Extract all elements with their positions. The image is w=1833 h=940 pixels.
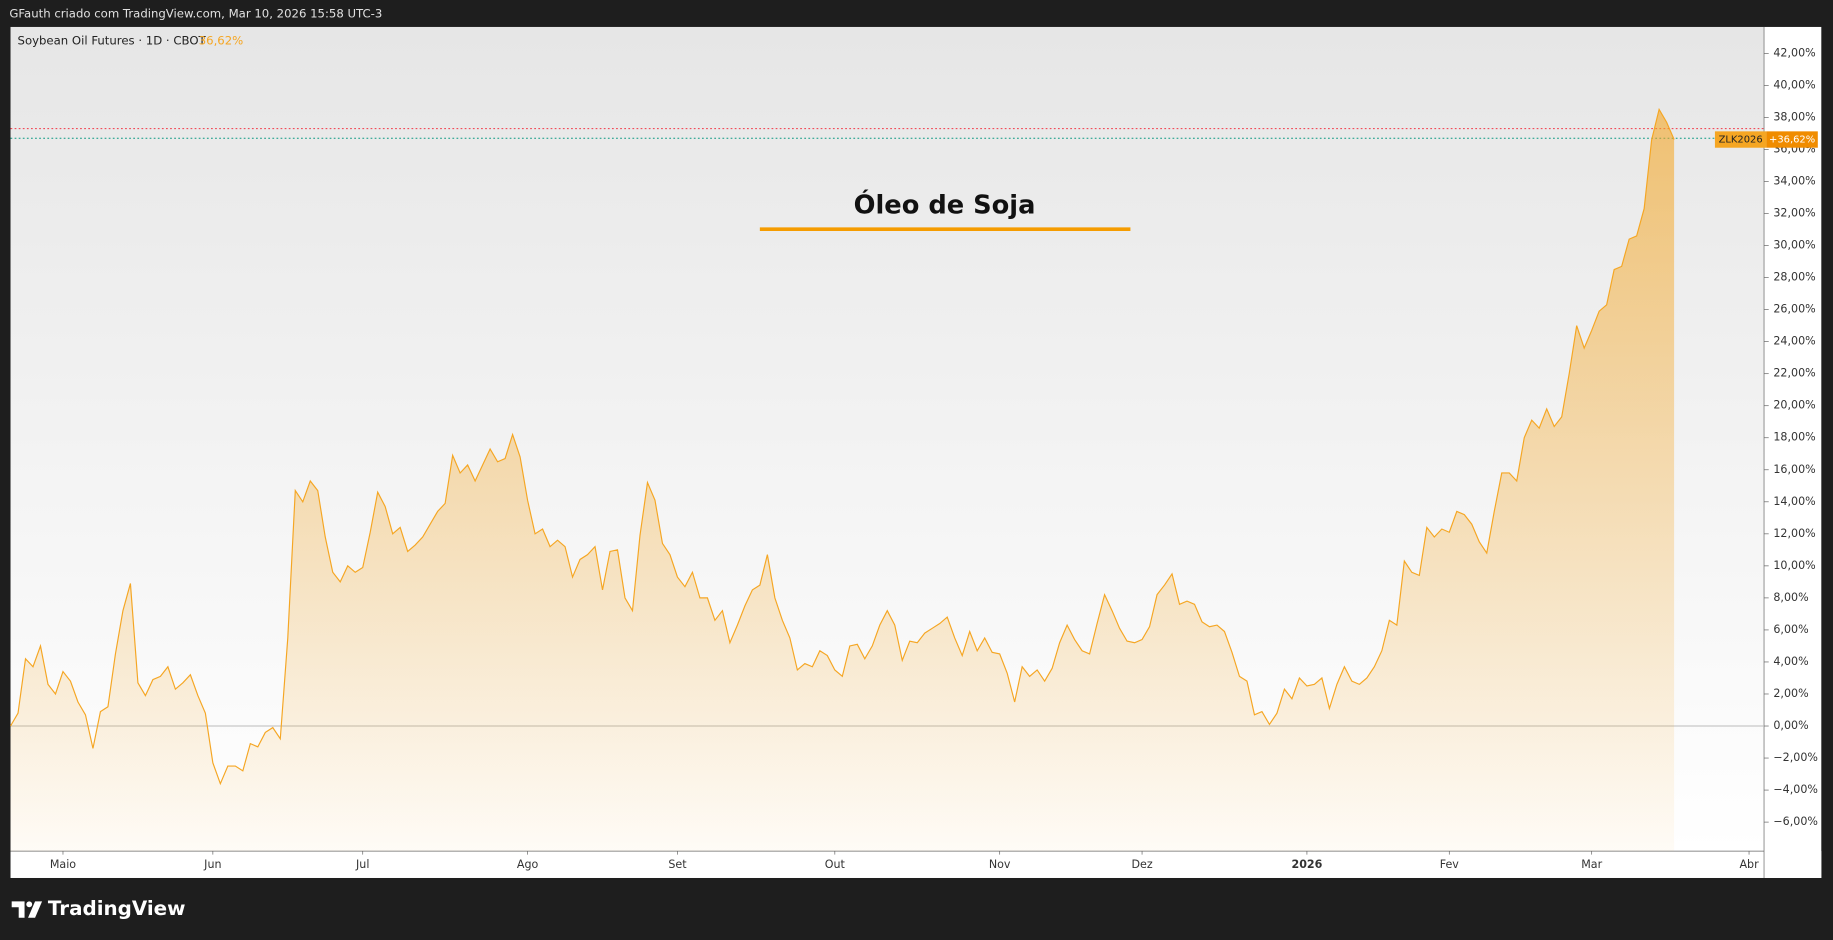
y-tick-label: 6,00% bbox=[1773, 623, 1808, 636]
y-tick-label: 12,00% bbox=[1773, 527, 1815, 540]
x-axis-strip bbox=[10, 851, 1822, 878]
price-label-symbol: ZLK2026 bbox=[1719, 135, 1763, 146]
x-tick-label: Jul bbox=[355, 858, 369, 871]
y-tick-label: 42,00% bbox=[1773, 46, 1815, 59]
x-tick-label: Ago bbox=[517, 858, 539, 871]
brand-logo: TradingView bbox=[11, 897, 186, 920]
y-tick-label: 32,00% bbox=[1773, 207, 1815, 220]
x-tick-label: Nov bbox=[989, 858, 1011, 871]
annotation-title: Óleo de Soja bbox=[854, 188, 1036, 220]
y-tick-label: 22,00% bbox=[1773, 367, 1815, 380]
y-tick-label: 26,00% bbox=[1773, 303, 1815, 316]
x-tick-label: Out bbox=[825, 858, 846, 871]
y-tick-label: 28,00% bbox=[1773, 271, 1815, 284]
y-tick-label: 38,00% bbox=[1773, 110, 1815, 123]
y-tick-label: 10,00% bbox=[1773, 559, 1815, 572]
x-tick-label: Fev bbox=[1440, 858, 1460, 871]
x-tick-label: Set bbox=[668, 858, 687, 871]
y-tick-label: 40,00% bbox=[1773, 78, 1815, 91]
x-tick-label: Abr bbox=[1739, 858, 1759, 871]
y-tick-label: 0,00% bbox=[1773, 719, 1808, 732]
x-tick-label: 2026 bbox=[1291, 858, 1322, 871]
legend-value: 36,62% bbox=[199, 33, 244, 47]
y-tick-label: 4,00% bbox=[1773, 655, 1808, 668]
y-tick-label: 14,00% bbox=[1773, 495, 1815, 508]
y-tick-label: 20,00% bbox=[1773, 399, 1815, 412]
y-tick-label: −4,00% bbox=[1773, 783, 1818, 796]
y-tick-label: 34,00% bbox=[1773, 174, 1815, 187]
logo-mark bbox=[28, 901, 43, 918]
x-tick-label: Mar bbox=[1581, 858, 1602, 871]
x-tick-label: Dez bbox=[1131, 858, 1152, 871]
y-tick-label: 24,00% bbox=[1773, 335, 1815, 348]
y-tick-label: 2,00% bbox=[1773, 687, 1808, 700]
legend-name: Soybean Oil Futures · 1D · CBOT bbox=[18, 33, 207, 47]
x-tick-label: Jun bbox=[203, 858, 221, 871]
price-label-value-box bbox=[1766, 131, 1818, 148]
y-tick-label: 8,00% bbox=[1773, 591, 1808, 604]
area-fill bbox=[10, 109, 1675, 852]
logo-mark bbox=[26, 901, 33, 908]
y-tick-label: −6,00% bbox=[1773, 815, 1818, 828]
x-tick-label: Maio bbox=[50, 858, 76, 871]
series-line bbox=[10, 107, 1675, 786]
logo-mark bbox=[11, 901, 25, 918]
y-tick-label: 18,00% bbox=[1773, 431, 1815, 444]
brand: TradingView bbox=[48, 897, 186, 920]
price-label-box bbox=[1714, 131, 1767, 148]
y-tick-label: 30,00% bbox=[1773, 239, 1815, 252]
price-label-value: +36,62% bbox=[1769, 135, 1815, 146]
y-tick-label: −2,00% bbox=[1773, 751, 1818, 764]
y-tick-label: 16,00% bbox=[1773, 463, 1815, 476]
header: GFauth criado com TradingView.com, Mar 1… bbox=[9, 7, 382, 21]
y-axis-strip bbox=[1764, 26, 1822, 878]
